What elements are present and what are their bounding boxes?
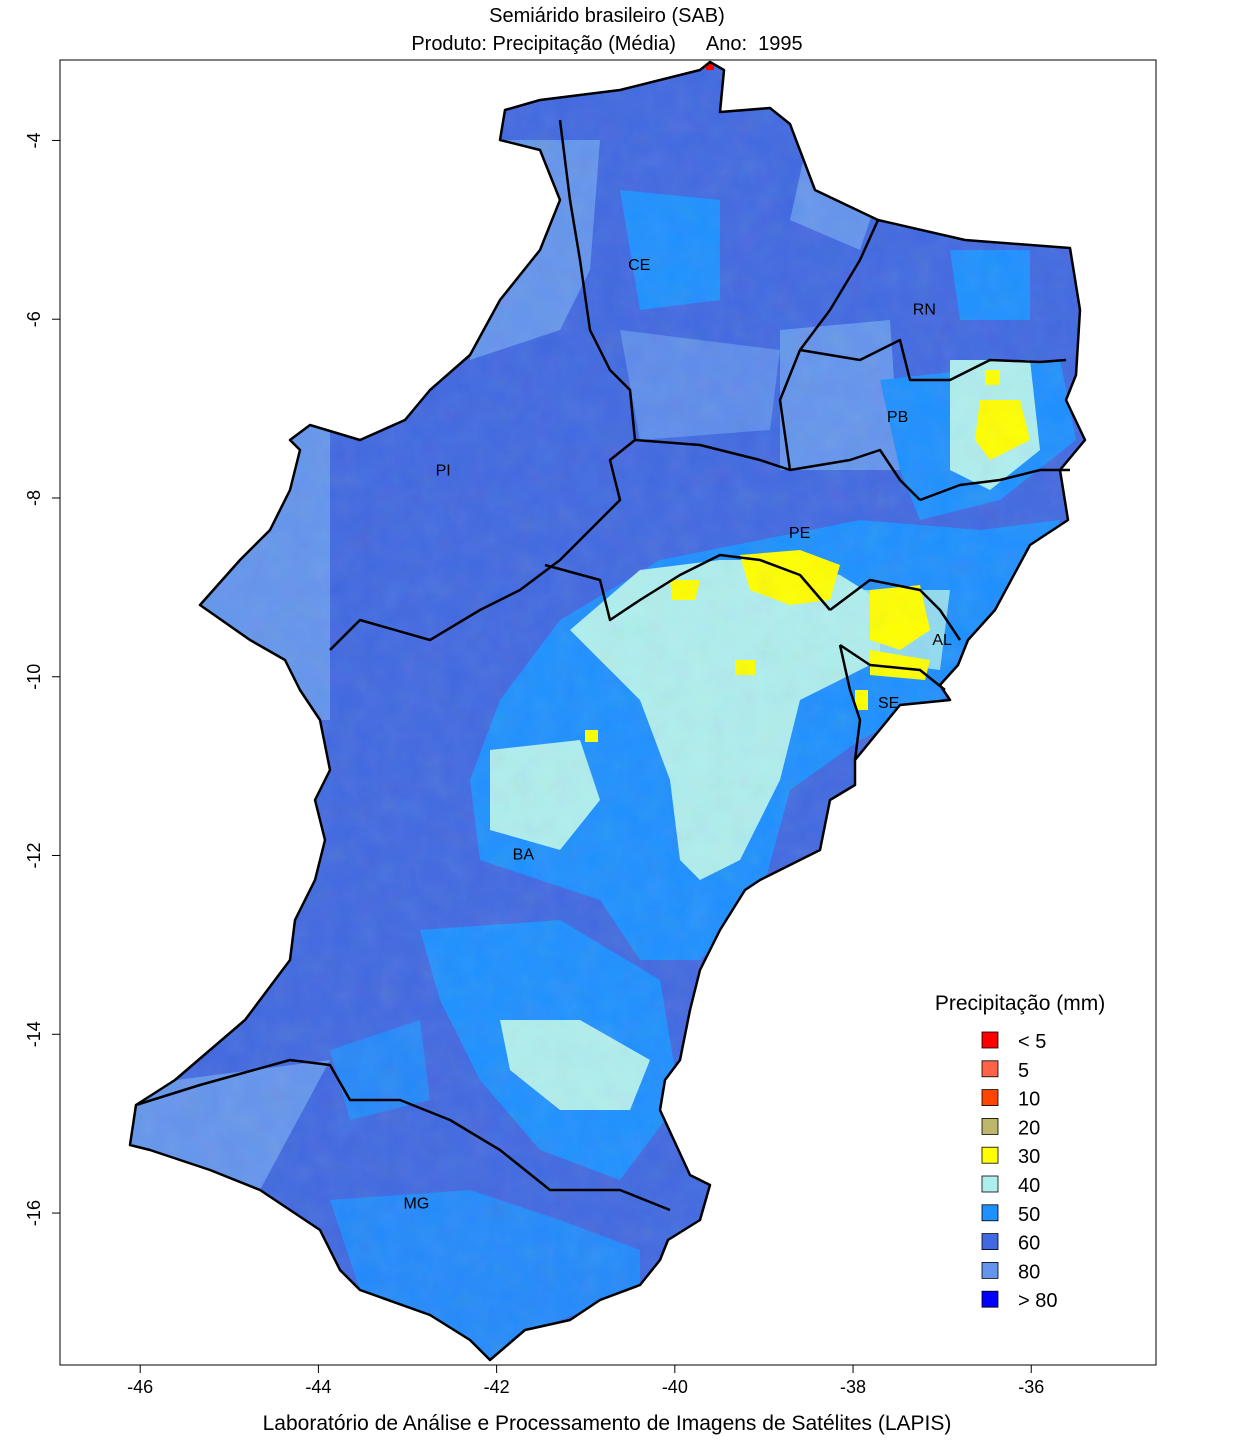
x-tick-label: -38 — [840, 1377, 866, 1397]
legend-swatch — [981, 1175, 999, 1193]
y-tick-label: -6 — [24, 311, 44, 327]
legend-swatch — [981, 1262, 999, 1279]
legend-swatch — [981, 1118, 999, 1135]
footer-credit: Laboratório de Análise e Processamento d… — [262, 1412, 952, 1435]
legend-swatch — [981, 1089, 999, 1106]
x-tick-label: -44 — [305, 1377, 331, 1397]
legend-swatch — [981, 1204, 999, 1222]
product-label: Produto: Precipitação (Média) — [411, 33, 676, 55]
legend: Precipitação (mm) < 5 5 10 20 30 40 50 60 80 > 80 — [935, 992, 1105, 1312]
state-label-ba: BA — [513, 847, 535, 864]
y-tick-label: -12 — [24, 843, 44, 869]
state-label-pb: PB — [887, 409, 908, 426]
legend-swatch — [981, 1290, 999, 1308]
y-tick-label: -4 — [24, 132, 44, 148]
legend-swatch — [981, 1060, 999, 1078]
legend-label: 40 — [1018, 1175, 1040, 1197]
x-tick-label: -40 — [662, 1377, 688, 1397]
year-label: Ano: — [705, 33, 748, 55]
legend-swatch — [981, 1146, 999, 1164]
state-boundaries — [128, 60, 1087, 1362]
state-label-ce: CE — [628, 257, 650, 274]
legend-label: < 5 — [1018, 1031, 1046, 1053]
y-tick-label: -8 — [24, 490, 44, 506]
state-labels: CE RN PB PI PE AL SE BA MG — [404, 257, 952, 1213]
year-value: 1995 — [758, 33, 803, 55]
legend-label: 20 — [1018, 1117, 1040, 1139]
map-subtitle: Produto: Precipitação (Média) Ano: 1995 — [0, 32, 1214, 56]
legend-label: 80 — [1018, 1261, 1040, 1283]
x-tick-label: -36 — [1018, 1377, 1044, 1397]
state-label-pe: PE — [789, 525, 810, 542]
state-label-rn: RN — [913, 301, 936, 318]
state-label-mg: MG — [404, 1195, 430, 1212]
x-tick-label: -46 — [127, 1377, 153, 1397]
precipitation-map: -46 -44 -42 -40 -38 -36 -4 -6 -8 -10 -12 -14 -16 CE R… — [24, 59, 1157, 1397]
y-tick-label: -14 — [24, 1021, 44, 1047]
map-axes: -46 -44 -42 -40 -38 -36 -4 -6 -8 -10 -12 -14 -16 — [24, 132, 1044, 1397]
map-title: Semiárido brasileiro (SAB) — [489, 5, 725, 27]
x-tick-label: -42 — [484, 1377, 510, 1397]
state-label-se: SE — [878, 695, 899, 712]
legend-label: 60 — [1018, 1233, 1040, 1255]
legend-label: 50 — [1018, 1204, 1040, 1226]
legend-swatch — [981, 1233, 999, 1250]
legend-label: 30 — [1018, 1146, 1040, 1168]
legend-swatch — [981, 1031, 999, 1049]
legend-label: > 80 — [1018, 1290, 1057, 1312]
legend-label: 10 — [1018, 1089, 1040, 1111]
legend-title: Precipitação (mm) — [935, 992, 1105, 1015]
y-tick-label: -10 — [24, 664, 44, 690]
state-label-pi: PI — [436, 462, 451, 479]
y-tick-label: -16 — [24, 1200, 44, 1226]
state-label-al: AL — [932, 632, 952, 649]
legend-label: 5 — [1018, 1060, 1029, 1082]
